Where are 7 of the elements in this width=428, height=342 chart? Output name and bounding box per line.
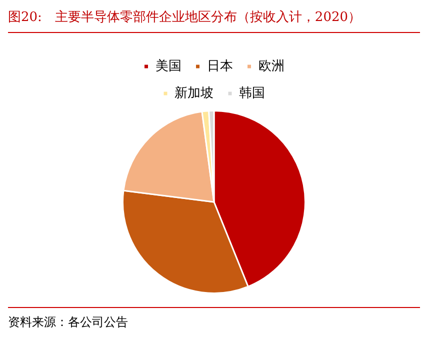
legend-label: 欧洲 [258,58,284,73]
legend-label: 日本 [206,58,233,73]
legend-label: 韩国 [239,84,265,100]
legend-label: 新加坡 [174,84,214,100]
text: 资料来源：各公司公告 [8,314,129,331]
legend-label: 美国 [155,58,182,73]
chart-title: 图20: 主要半导体零部件企业地区分布（按收入计，2020） [8,8,420,33]
